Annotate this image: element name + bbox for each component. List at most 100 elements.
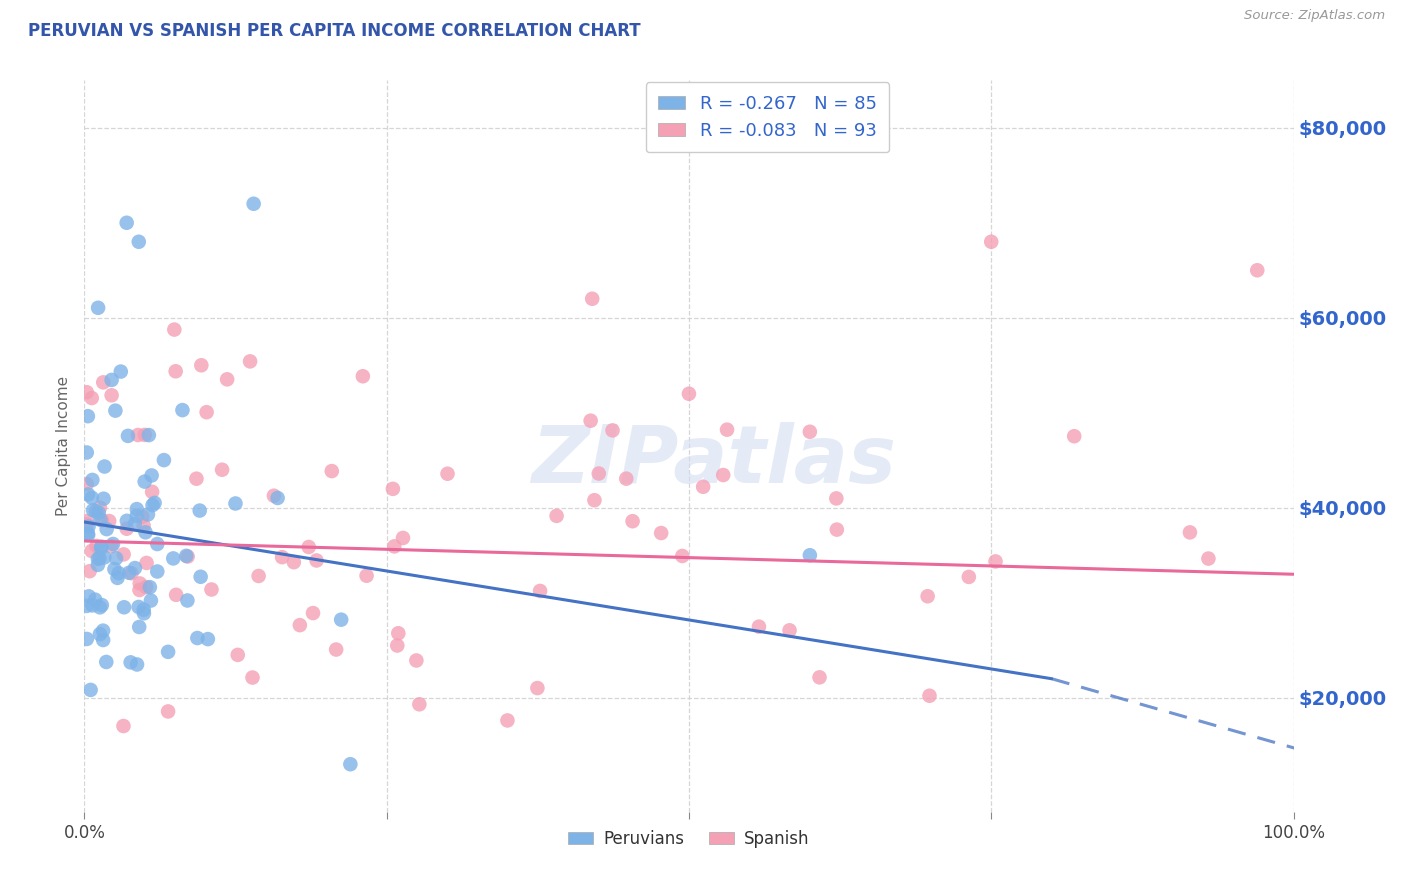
Point [143, 496, 166, 510]
Point [825, 523, 848, 537]
Point [118, 566, 141, 580]
Point [91, 633, 114, 648]
Point [135, 580, 157, 594]
Point [105, 551, 128, 566]
Point [176, 549, 198, 564]
Point [91, 513, 114, 527]
Point [110, 365, 132, 379]
Point [112, 600, 135, 615]
Point [436, 467, 458, 481]
Point [93, 459, 115, 474]
Point [382, 540, 405, 554]
Point [100, 539, 122, 553]
Point [125, 657, 148, 672]
Point [132, 518, 155, 533]
Point [266, 491, 288, 505]
Point [146, 565, 169, 579]
Point [224, 496, 246, 510]
Point [387, 639, 409, 653]
Point [716, 423, 738, 437]
Point [186, 472, 208, 486]
Point [602, 423, 624, 437]
Point [197, 632, 219, 646]
Point [77, 519, 100, 533]
Point [190, 358, 212, 372]
Point [799, 548, 821, 562]
Point [82, 599, 104, 613]
Point [242, 196, 264, 211]
Point [76, 599, 98, 613]
Point [271, 550, 294, 565]
Point [917, 589, 939, 603]
Point [76, 445, 98, 459]
Point [120, 566, 142, 581]
Point [339, 757, 361, 772]
Point [87, 558, 110, 572]
Point [188, 503, 211, 517]
Point [226, 648, 249, 662]
Point [325, 642, 347, 657]
Point [93, 491, 115, 506]
Point [408, 698, 430, 712]
Point [1246, 263, 1268, 277]
Point [808, 670, 831, 684]
Point [87, 506, 110, 520]
Point [588, 467, 610, 481]
Point [136, 508, 159, 522]
Point [139, 593, 162, 607]
Point [581, 292, 603, 306]
Point [146, 537, 169, 551]
Point [100, 373, 122, 387]
Point [283, 555, 305, 569]
Point [79, 682, 101, 697]
Point [980, 235, 1002, 249]
Point [103, 562, 125, 576]
Point [89, 551, 111, 566]
Point [101, 537, 124, 551]
Point [124, 561, 146, 575]
Point [76, 632, 98, 646]
Point [89, 627, 111, 641]
Point [153, 453, 176, 467]
Point [614, 472, 637, 486]
Point [76, 385, 98, 400]
Point [330, 613, 353, 627]
Point [80, 544, 103, 558]
Point [165, 364, 187, 378]
Point [302, 606, 325, 620]
Point [89, 513, 111, 527]
Point [141, 484, 163, 499]
Point [984, 554, 1007, 568]
Point [128, 620, 150, 634]
Point [77, 409, 100, 424]
Point [91, 376, 114, 390]
Point [163, 322, 186, 336]
Point [128, 576, 150, 591]
Point [80, 391, 103, 405]
Point [242, 671, 264, 685]
Point [918, 689, 941, 703]
Point [779, 624, 801, 638]
Point [84, 592, 107, 607]
Point [134, 525, 156, 540]
Point [134, 428, 156, 442]
Point [165, 588, 187, 602]
Point [352, 369, 374, 384]
Point [305, 553, 328, 567]
Point [1063, 429, 1085, 443]
Point [107, 566, 129, 581]
Point [157, 645, 180, 659]
Point [91, 624, 114, 638]
Point [76, 477, 98, 491]
Point [90, 541, 112, 555]
Point [80, 491, 103, 505]
Point [107, 571, 129, 585]
Legend: Peruvians, Spanish: Peruvians, Spanish [561, 823, 817, 855]
Point [89, 600, 111, 615]
Point [128, 235, 150, 249]
Point [112, 547, 135, 561]
Point [127, 428, 149, 442]
Point [139, 580, 162, 594]
Point [172, 403, 194, 417]
Point [263, 489, 285, 503]
